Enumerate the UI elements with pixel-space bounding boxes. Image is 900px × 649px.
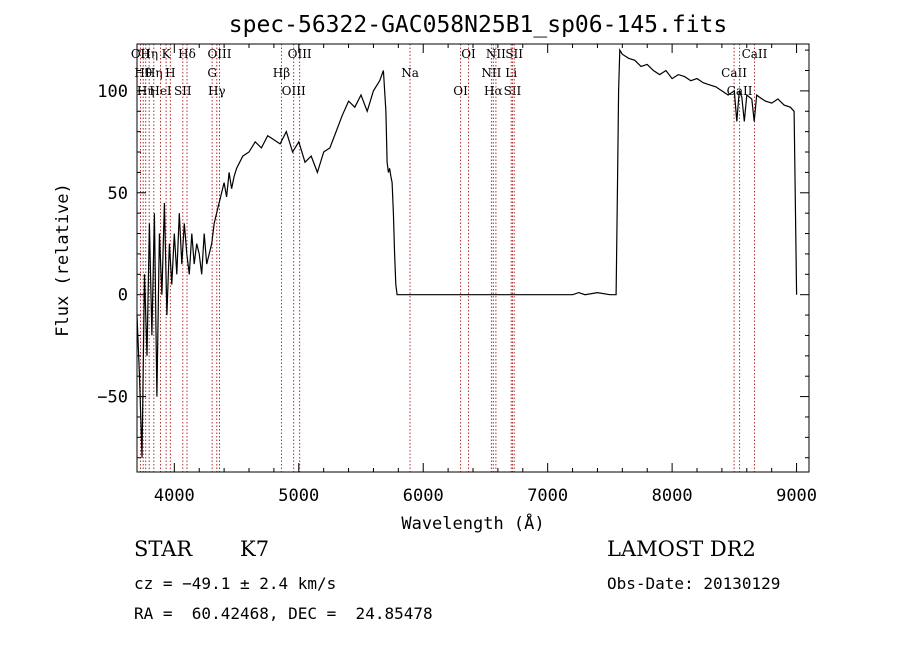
coordinates: RA = 60.42468, DEC = 24.85478 <box>134 604 433 623</box>
x-tick-label: 7000 <box>527 486 568 506</box>
x-tick-label: 5000 <box>278 486 319 506</box>
x-tick-label: 6000 <box>403 486 444 506</box>
spectral-line-label: HeI <box>149 84 172 98</box>
spectrum-series <box>136 48 798 458</box>
x-axis-label: Wavelength (Å) <box>401 512 544 534</box>
spectral-line-label: Hδ <box>178 47 196 61</box>
spectral-line-label: Na <box>401 66 419 80</box>
spectral-line-label: Hβ <box>273 66 290 80</box>
spectral-line-label: H <box>165 66 175 80</box>
spectral-line-label: CaII <box>721 66 747 80</box>
object-class: STAR <box>134 537 193 561</box>
spectral-line-label: OII <box>131 47 151 61</box>
spectral-line-label: K <box>162 47 172 61</box>
spectral-line-label: SII <box>504 84 522 98</box>
x-tick-label: 9000 <box>776 486 817 506</box>
y-tick-label: 50 <box>108 184 128 204</box>
y-tick-label: 0 <box>118 286 128 306</box>
spectral-line-label: NII <box>481 66 501 80</box>
spectral-line-label: OIII <box>282 84 306 98</box>
plot-frame <box>136 43 810 473</box>
spectral-line-label: Hη <box>145 66 163 80</box>
spectral-line-label: OI <box>453 84 468 98</box>
spectral-line-label: OIII <box>288 47 312 61</box>
redshift-text: cz = −49.1 ± 2.4 km/s <box>134 574 337 593</box>
series-layer <box>136 48 798 458</box>
y-tick-label: −50 <box>97 388 128 408</box>
spectral-line-label: OIII <box>207 47 231 61</box>
spectrum-chart: spec-56322-GAC058N25B1_sp06-145.fits OII… <box>53 12 817 534</box>
y-axis-label: Flux (relative) <box>53 183 73 337</box>
chart-title: spec-56322-GAC058N25B1_sp06-145.fits <box>229 12 728 38</box>
spectral-line-label: G <box>207 66 217 80</box>
spectral-line-label: CaII <box>742 47 768 61</box>
spectral-line-label: Hη <box>140 47 158 61</box>
x-tick-label: 8000 <box>652 486 693 506</box>
spectral-line-label: OI <box>461 47 476 61</box>
spectral-line-label: SII <box>505 47 523 61</box>
y-tick-label: 100 <box>97 82 128 102</box>
spectral-lines-layer: OIIHθHηHηHηHeIKHSIIHδGHγOIIIHβOIIIOIIINa… <box>131 44 768 472</box>
survey-name: LAMOST DR2 <box>607 537 756 561</box>
x-tick-label: 4000 <box>154 486 195 506</box>
spectral-line-label: Hγ <box>208 84 226 98</box>
spectral-line-label: Li <box>505 66 517 80</box>
spectral-line-label: Hθ <box>134 66 152 80</box>
spectral-line-label: SII <box>174 84 192 98</box>
obs-date: Obs-Date: 20130129 <box>607 574 781 593</box>
ticks-layer: 4000 5000 6000 7000 8000 9000 −50 0 50 100 <box>97 44 817 506</box>
spectral-line-label: NII <box>486 47 506 61</box>
object-subclass: K7 <box>240 537 270 561</box>
spectral-line-label: Hα <box>484 84 503 98</box>
